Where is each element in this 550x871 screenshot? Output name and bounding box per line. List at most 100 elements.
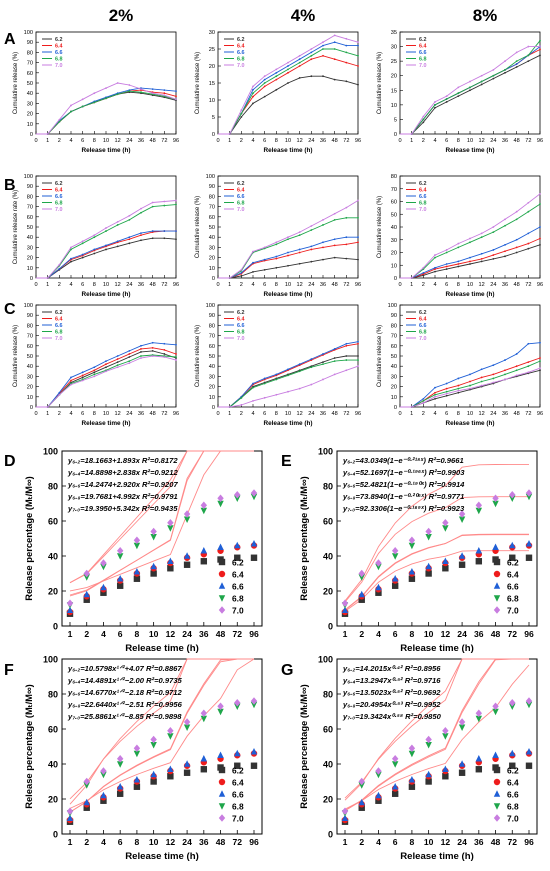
- legend-label-6.4: 6.4: [419, 317, 427, 323]
- legend-label-7.0: 7.0: [232, 606, 244, 616]
- data-point: [457, 242, 460, 245]
- legend-label-7.0: 7.0: [232, 814, 244, 824]
- x-tick-label: 8: [275, 138, 278, 144]
- data-point: [445, 98, 448, 100]
- data-point: [252, 270, 254, 273]
- data-point: [492, 77, 495, 80]
- data-point: [275, 71, 278, 74]
- data-point-7.0: [425, 527, 432, 536]
- data-point-6.6: [391, 783, 399, 790]
- data-point: [163, 230, 166, 232]
- data-point: [527, 232, 530, 235]
- y-tick-label: 100: [318, 655, 333, 665]
- x-tick-label: 48: [332, 282, 338, 288]
- data-point-7.0: [408, 536, 416, 545]
- data-point-6.8: [442, 733, 449, 740]
- series-line-6.8: [218, 359, 358, 408]
- data-point: [539, 341, 541, 344]
- legend-label-7.0: 7.0: [55, 207, 63, 213]
- data-point: [93, 375, 96, 378]
- data-point: [58, 263, 61, 266]
- y-tick-label: 20: [391, 251, 397, 257]
- data-point-7.0: [492, 494, 499, 503]
- data-point: [345, 355, 348, 357]
- x-tick-label: 36: [320, 411, 326, 417]
- row-label-D: D: [4, 453, 16, 470]
- x-tick-label: 96: [537, 138, 543, 144]
- y-tick-label: 0: [53, 830, 58, 840]
- data-point: [275, 75, 278, 78]
- y-tick-label: 100: [24, 30, 33, 36]
- legend-marker-6.2: [493, 766, 501, 774]
- y-tick-label: 50: [209, 225, 215, 231]
- data-point: [151, 237, 154, 240]
- data-point: [263, 95, 266, 98]
- y-tick-label: 30: [27, 101, 33, 107]
- data-point: [469, 89, 471, 92]
- data-point-6.2: [358, 804, 365, 811]
- data-point: [163, 237, 166, 240]
- data-point: [275, 378, 278, 381]
- data-point-6.2: [525, 762, 533, 769]
- fit-equation: y₇.₀=92.3306(1−e⁻⁰·¹⁶⁹ˣ) R²=0.9923: [342, 504, 465, 513]
- y-tick-label: 30: [209, 30, 215, 36]
- legend-label-6.2: 6.2: [55, 181, 63, 187]
- data-point-6.8: [442, 525, 449, 532]
- data-point: [434, 395, 436, 398]
- legend-label-6.4: 6.4: [237, 317, 245, 323]
- y-tick-label: 0: [53, 622, 58, 632]
- y-tick-label: 40: [48, 552, 58, 562]
- data-point-6.2: [250, 554, 258, 561]
- x-tick-label: 72: [161, 282, 167, 288]
- y-tick-label: 50: [209, 354, 215, 360]
- data-point: [515, 374, 518, 377]
- data-point-6.2: [133, 783, 141, 790]
- data-point: [515, 66, 518, 68]
- data-point: [81, 253, 84, 256]
- data-point: [539, 203, 541, 205]
- data-point: [70, 104, 72, 107]
- x-tick-label: 72: [343, 138, 349, 144]
- data-point: [151, 230, 154, 232]
- data-point: [151, 205, 154, 208]
- y-tick-label: 10: [27, 122, 33, 128]
- fit-curve-7.0: [69, 658, 254, 805]
- data-point: [175, 95, 177, 98]
- legend-marker-6.6: [218, 582, 226, 589]
- y-tick-label: 10: [209, 98, 215, 104]
- data-point: [163, 342, 166, 345]
- y-tick-label: 10: [27, 395, 33, 401]
- data-point: [298, 363, 301, 366]
- data-point: [93, 101, 96, 104]
- data-point-6.6: [458, 760, 466, 767]
- x-tick-label: 36: [502, 282, 508, 288]
- data-point-6.8: [375, 771, 382, 779]
- x-tick-label: 72: [161, 411, 167, 417]
- x-tick-label: 72: [507, 629, 517, 639]
- plot-frame: [61, 658, 263, 835]
- legend-label-6.8: 6.8: [507, 802, 519, 812]
- data-point: [480, 257, 483, 260]
- data-point-6.6: [475, 547, 483, 554]
- x-tick-label: 36: [138, 138, 144, 144]
- series-line-6.8: [400, 203, 541, 279]
- data-point-6.6: [425, 770, 432, 778]
- data-point: [263, 377, 266, 380]
- x-tick-label: 72: [161, 138, 167, 144]
- data-point-7.0: [200, 501, 208, 510]
- data-point-7.0: [183, 510, 191, 518]
- x-tick-label: 72: [525, 282, 531, 288]
- legend-label-6.2: 6.2: [419, 310, 427, 316]
- legend-label-6.8: 6.8: [419, 57, 427, 63]
- x-tick-label: 12: [479, 138, 485, 144]
- y-tick-label: 20: [323, 587, 333, 597]
- x-tick-label: 4: [433, 282, 436, 288]
- data-point: [345, 344, 348, 347]
- legend-label-6.2: 6.2: [237, 37, 245, 43]
- data-point: [333, 34, 336, 37]
- data-point: [515, 210, 518, 213]
- y-tick-label: 50: [391, 354, 397, 360]
